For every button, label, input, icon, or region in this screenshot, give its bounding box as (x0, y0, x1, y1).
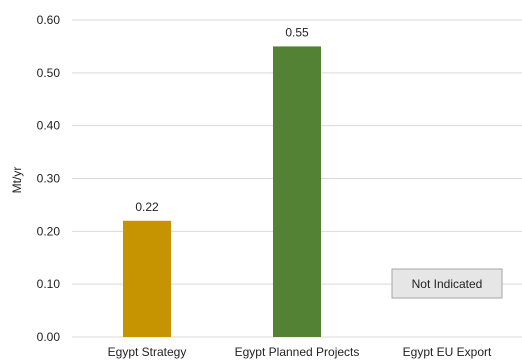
data-label: 0.22 (135, 200, 159, 214)
y-tick-label: 0.50 (37, 66, 61, 80)
annotations: Not Indicated (391, 268, 503, 299)
y-tick-label: 0.20 (37, 224, 61, 238)
category-label: Egypt Planned Projects (235, 345, 360, 359)
data-labels: 0.22 0.55 (135, 25, 309, 213)
y-tick-label: 0.60 (37, 13, 61, 27)
bar-egypt-planned-projects (273, 46, 321, 338)
y-tick-label: 0.30 (37, 172, 61, 186)
bars (123, 46, 321, 338)
annotation-text: Not Indicated (412, 277, 483, 291)
y-tick-label: 0.00 (37, 330, 61, 344)
category-label: Egypt Strategy (108, 345, 187, 359)
data-label: 0.55 (285, 25, 309, 39)
category-label: Egypt EU Export (403, 345, 492, 359)
bar-egypt-strategy (123, 220, 171, 337)
annotation-box (391, 268, 503, 299)
y-axis-title: Mt/yr (10, 167, 24, 194)
y-tick-label: 0.10 (37, 277, 61, 291)
y-axis-ticks: 0.00 0.10 0.20 0.30 0.40 0.50 0.60 (37, 13, 61, 344)
x-axis-categories: Egypt Strategy Egypt Planned Projects Egyp… (108, 345, 492, 359)
y-tick-label: 0.40 (37, 119, 61, 133)
